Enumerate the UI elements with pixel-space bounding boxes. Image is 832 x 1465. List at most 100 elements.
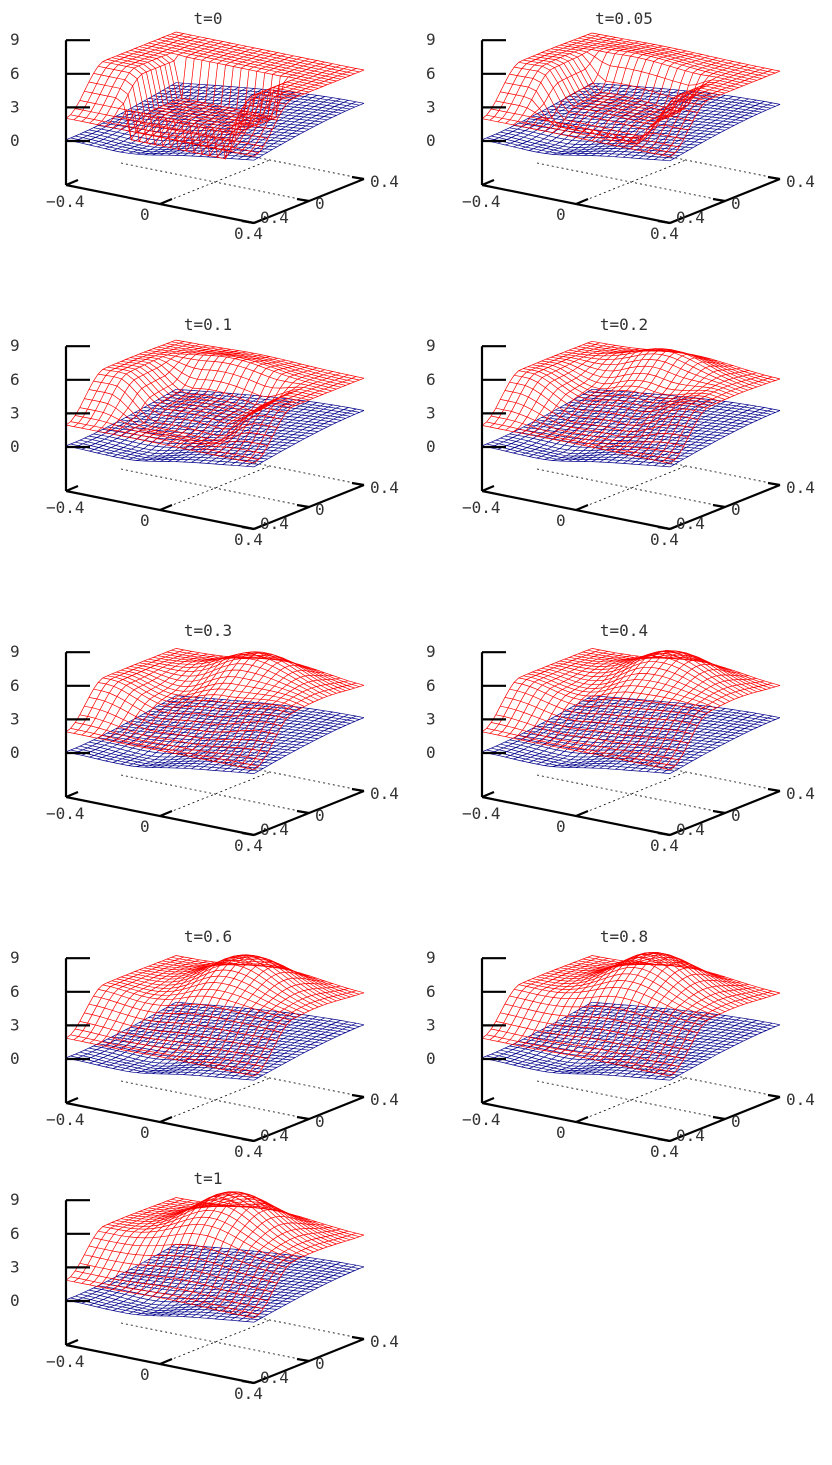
- y-tick-label: 0: [731, 806, 741, 825]
- mesh-line-v: [162, 90, 351, 110]
- upper-surface: [65, 1191, 365, 1319]
- mesh-line-u: [253, 69, 365, 157]
- mesh-line-u: [669, 410, 781, 468]
- mesh-line-u: [253, 1266, 365, 1323]
- x-tick: [481, 178, 495, 187]
- y-tick-label: 0.4: [370, 1332, 399, 1351]
- mesh-line-v: [523, 368, 712, 408]
- z-tick-label: 0: [10, 1049, 20, 1068]
- mesh-line-u: [646, 65, 757, 153]
- mesh-line-u: [253, 1234, 365, 1319]
- x-tick-label: 0: [556, 817, 566, 836]
- mesh-line-u: [646, 372, 757, 459]
- mesh-line-u: [246, 1264, 357, 1322]
- y-tick-label: 0.4: [676, 208, 705, 227]
- grid-line: [120, 1322, 310, 1362]
- y-tick: [767, 481, 781, 487]
- x-tick-label: −0.4: [462, 804, 501, 823]
- mesh-line-v: [578, 960, 767, 998]
- y-tick-label: 0.4: [370, 784, 399, 803]
- y-tick-label: 0.4: [676, 820, 705, 839]
- mesh-line-u: [230, 677, 341, 766]
- mesh-line-u: [661, 990, 773, 1075]
- upper-surface: [481, 32, 781, 158]
- y-tick: [712, 1115, 726, 1121]
- mesh-line-v: [166, 394, 355, 415]
- mesh-line-v: [166, 958, 355, 997]
- panel-title: t=1: [194, 1169, 223, 1188]
- mesh-line-v: [157, 1012, 346, 1033]
- y-tick: [351, 481, 365, 487]
- surface-panel: 9 6 3 0 −0.4 0 0.4 0.4 0 0.4 t=1: [0, 1160, 416, 1460]
- x-tick-label: 0: [556, 511, 566, 530]
- mesh-line-v: [171, 1246, 360, 1269]
- mesh-line-u: [646, 1020, 757, 1079]
- z-tick-label: 3: [10, 709, 20, 728]
- x-tick: [65, 178, 79, 187]
- y-tick-label: 0.4: [786, 172, 815, 191]
- surface-panel: 9 6 3 0 −0.4 0 0.4 0.4 0 0.4 t=0.3: [0, 612, 416, 912]
- mesh-line-u: [253, 410, 365, 468]
- y-tick: [296, 809, 310, 815]
- panel-title: t=0.3: [184, 621, 232, 640]
- surface-panel: 9 6 3 0 −0.4 0 0.4 0.4 0 0.4 t=0.6: [0, 918, 416, 1218]
- mesh-line-u: [128, 350, 239, 438]
- mesh-line-u: [654, 101, 765, 160]
- grid-line: [536, 774, 726, 814]
- z-tick-label: 3: [10, 403, 20, 422]
- y-tick-label: 0.4: [676, 1126, 705, 1145]
- mesh-line-u: [661, 69, 773, 156]
- y-tick: [712, 197, 726, 203]
- mesh-line-v: [171, 33, 360, 73]
- mesh-line-u: [238, 1263, 349, 1322]
- x-tick-label: 0.4: [650, 836, 679, 855]
- mesh-line-v: [582, 958, 771, 997]
- axes: [480, 345, 781, 531]
- mesh-line-v: [175, 695, 365, 719]
- y-tick: [296, 503, 310, 509]
- mesh-line-u: [646, 99, 757, 160]
- mesh-line-u: [97, 84, 208, 148]
- mesh-line-v: [162, 653, 351, 690]
- mesh-line-v: [591, 955, 781, 994]
- mesh-line-v: [162, 344, 351, 384]
- y-tick: [657, 831, 671, 837]
- x-tick-label: 0: [140, 1123, 150, 1142]
- x-tick: [481, 484, 495, 493]
- mesh-line-u: [669, 104, 781, 162]
- y-tick-label: 0: [315, 500, 325, 519]
- y-tick-label: 0.4: [370, 1090, 399, 1109]
- z-tick-label: 9: [426, 30, 436, 49]
- grid-line: [120, 468, 310, 508]
- panel-title: t=0.1: [184, 315, 232, 334]
- z-tick-label: 3: [10, 1015, 20, 1034]
- mesh-line-u: [575, 348, 687, 445]
- mesh-line-v: [166, 35, 355, 75]
- x-tick-label: −0.4: [46, 1110, 85, 1129]
- mesh-line-u: [654, 714, 765, 773]
- mesh-line-u: [230, 372, 341, 459]
- mesh-line-v: [591, 340, 781, 380]
- grid-line: [175, 752, 365, 792]
- mesh-line-v: [591, 82, 781, 105]
- mesh-line-v: [587, 85, 776, 107]
- mesh-line-u: [669, 378, 781, 464]
- mesh-line-u: [654, 1021, 765, 1080]
- grid-line: [536, 162, 726, 202]
- x-tick: [65, 1096, 79, 1105]
- mesh-line-v: [578, 653, 767, 690]
- mesh-line-v: [157, 92, 346, 112]
- x-tick: [159, 809, 173, 818]
- mesh-line-u: [662, 715, 773, 774]
- axes: [480, 651, 781, 837]
- y-tick: [767, 787, 781, 793]
- y-tick: [241, 525, 255, 531]
- z-tick-label: 6: [10, 64, 20, 83]
- x-tick: [575, 809, 589, 818]
